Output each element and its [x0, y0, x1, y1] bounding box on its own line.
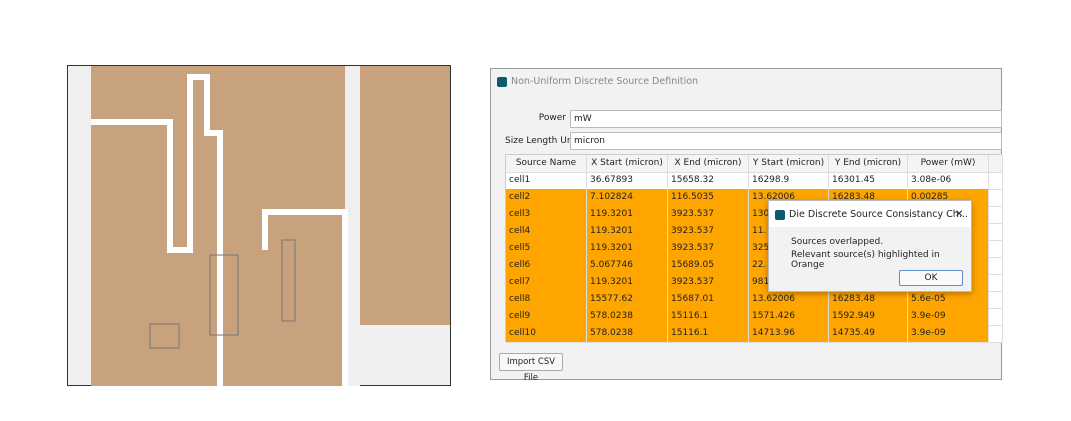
table-cell: 5.6e-05 — [908, 291, 989, 309]
outline-box — [209, 254, 239, 336]
size-unit-field[interactable]: micron — [570, 132, 1002, 150]
gap — [348, 66, 360, 386]
table-cell: 119.3201 — [587, 240, 668, 258]
table-cell — [989, 308, 1003, 326]
table-cell: 15689.05 — [668, 257, 749, 275]
source-name: cell6 — [506, 257, 587, 275]
outline-box — [149, 323, 180, 349]
table-cell: 7.102824 — [587, 189, 668, 207]
import-button[interactable]: Import CSV File — [499, 353, 563, 383]
dialog: Die Discrete Source Consistancy Ch... ✕ … — [768, 200, 972, 292]
window-title: Non-Uniform Discrete Source Definition — [511, 76, 699, 87]
size-unit-label: Size Length Unit — [505, 136, 579, 146]
table-cell: 119.3201 — [587, 223, 668, 241]
dialog-message: Sources overlapped. — [791, 237, 884, 247]
column-header: Source Name — [506, 155, 587, 173]
table-cell — [989, 206, 1003, 224]
white-trace — [262, 209, 348, 386]
table-cell: 15577.62 — [587, 291, 668, 309]
table-cell — [989, 172, 1003, 190]
table-cell: 5.067746 — [587, 257, 668, 275]
source-name: cell1 — [506, 172, 587, 190]
source-name: cell10 — [506, 325, 587, 343]
table-cell: 16283.48 — [829, 291, 908, 309]
source-name: cell5 — [506, 240, 587, 258]
table-cell: 578.0238 — [587, 325, 668, 343]
table-cell: 119.3201 — [587, 206, 668, 224]
table-cell: 3.9e-09 — [908, 325, 989, 343]
dialog-close[interactable]: ✕ — [955, 209, 964, 220]
table-cell: 15658.32 — [668, 172, 749, 190]
outline-box — [281, 239, 296, 322]
column-header: Y Start (micron) — [749, 155, 829, 173]
table-cell: 16298.9 — [749, 172, 829, 190]
column-header: X Start (micron) — [587, 155, 668, 173]
table-cell: 15687.01 — [668, 291, 749, 309]
app-icon — [497, 77, 507, 87]
table-cell: 3923.537 — [668, 240, 749, 258]
white-trace — [91, 74, 223, 386]
power-field[interactable]: mW — [570, 110, 1002, 128]
dialog-message: Relevant source(s) highlighted in Orange — [791, 250, 940, 270]
source-name: cell3 — [506, 206, 587, 224]
column-header: Power (mW) — [908, 155, 989, 173]
table-cell — [989, 274, 1003, 292]
source-name: cell2 — [506, 189, 587, 207]
table-cell: 3.08e-06 — [908, 172, 989, 190]
table-cell: 578.0238 — [587, 308, 668, 326]
power-label: Power — [538, 113, 566, 123]
table-cell: 3923.537 — [668, 274, 749, 292]
table-cell: 13.62006 — [749, 291, 829, 309]
table-cell: 36.67893 — [587, 172, 668, 190]
layout-view — [67, 65, 451, 386]
table-cell: 14735.49 — [829, 325, 908, 343]
dialog-icon — [775, 210, 785, 220]
table-cell — [989, 223, 1003, 241]
table-cell — [989, 325, 1003, 343]
ok-button[interactable]: OK — [899, 270, 963, 286]
table-cell — [989, 257, 1003, 275]
table-cell: 3.9e-09 — [908, 308, 989, 326]
table-cell — [989, 291, 1003, 309]
table-cell — [989, 189, 1003, 207]
dialog-title: Die Discrete Source Consistancy Ch... — [789, 209, 968, 220]
table-cell: 14713.96 — [749, 325, 829, 343]
column-header — [989, 155, 1003, 173]
column-header: X End (micron) — [668, 155, 749, 173]
table-cell: 15116.1 — [668, 325, 749, 343]
table-cell: 3923.537 — [668, 206, 749, 224]
table-cell — [989, 240, 1003, 258]
table-cell: 15116.1 — [668, 308, 749, 326]
source-name: cell7 — [506, 274, 587, 292]
table-cell: 1571.426 — [749, 308, 829, 326]
table-cell: 3923.537 — [668, 223, 749, 241]
table-cell: 119.3201 — [587, 274, 668, 292]
source-name: cell9 — [506, 308, 587, 326]
table-cell: 1592.949 — [829, 308, 908, 326]
tan-region — [360, 66, 450, 325]
table-cell: 16301.45 — [829, 172, 908, 190]
source-name: cell4 — [506, 223, 587, 241]
column-header: Y End (micron) — [829, 155, 908, 173]
source-name: cell8 — [506, 291, 587, 309]
table-cell: 116.5035 — [668, 189, 749, 207]
